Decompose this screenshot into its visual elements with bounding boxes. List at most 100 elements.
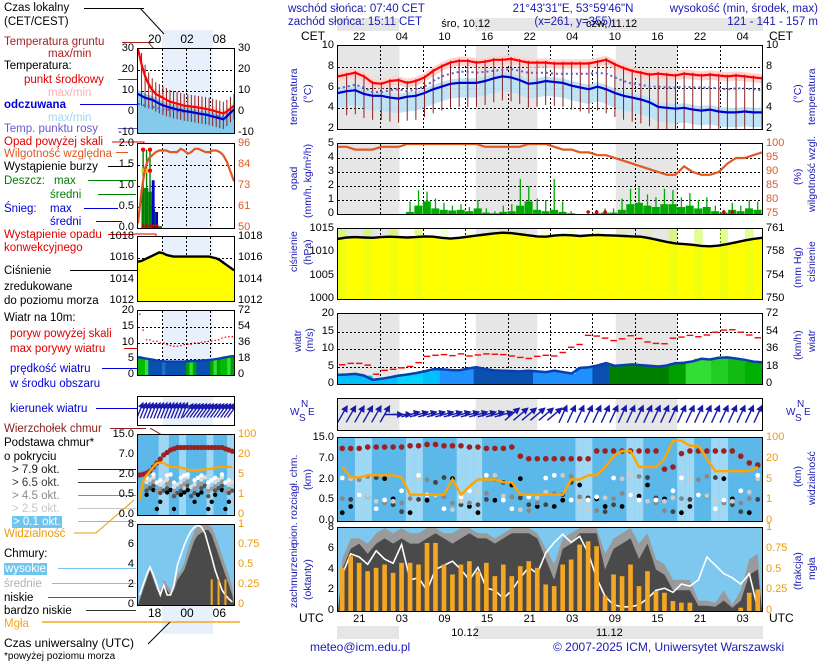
day-label-bottom: 10.12 [451,627,479,639]
axis-name: (km) [792,466,804,487]
legend-wind-speed-1: prędkość wiatru [10,363,91,375]
leader-utc [148,622,171,645]
axis-tick: 8 [327,521,334,533]
legend-humidity: Wilgotność względna [4,148,113,160]
axis-tick: 1 [766,521,773,533]
legend-rain-label: Deszcz: [4,175,45,187]
mini-time-tick-bottom: 18 [147,606,162,620]
axis-tick: 761 [766,222,785,234]
axis-tick: 0.0 [318,514,334,526]
mini-axis-tick-left: 30 [121,42,134,54]
time-tick-bottom: 03 [736,613,749,625]
panel-wiatr-main [337,313,763,385]
legend-snow-label: Śnieg: [4,203,37,215]
axis-tick: 758 [766,245,785,258]
legend-clouds: Chmury: [4,548,48,560]
legend-wind-dir: kierunek wiatru [10,403,88,415]
mini-axis-tick-right: 1 [238,518,245,530]
utc-label-bottom-right: UTC [769,611,794,625]
mini-axis-tick-right: 54 [238,320,251,332]
time-tick-bottom: 21 [353,613,366,625]
utc-label-bottom-left: UTC [299,611,324,625]
axis-tick: 4 [327,151,334,163]
coordinates-block: 21°43'31"E, 53°59'46"N (x=261, y=355) [478,3,668,29]
mini-axis-tick-left: 10 [121,84,134,96]
legend-ground-temp-sub: max/min [48,48,92,60]
mini-axis-tick-left: 1012 [109,294,134,306]
time-tick-bottom: 21 [523,613,536,625]
leader-fog [42,621,240,623]
axis-name: (m/s) [304,328,316,352]
axis-tick: 100 [766,137,785,149]
axis-tick: 10 [766,39,779,51]
legend-wind-speed-2: w środku obszaru [10,378,101,390]
axis-tick: 15 [321,324,334,337]
legend-cl-mid: średnie [4,578,42,590]
axis-tick: 6 [766,80,773,93]
mini-axis-tick-left: 2.0 [118,468,134,480]
contact-email[interactable]: meteo@icm.edu.pl [310,640,411,654]
legend-pressure-3: do poziomu morza [4,295,99,307]
axis-name: (hPa) [302,239,314,265]
mini-axis-tick-left: 1018 [109,230,134,242]
mini-time-tick-top: 20 [147,32,162,46]
axis-tick: 15.0 [312,431,334,443]
legend-wind-10m: Wiatr na 10m: [4,312,76,324]
legend-ground-temp: Temperatura gruntu [4,36,105,48]
time-tick-bottom: 03 [395,613,409,625]
legend-cl-low: niskie [4,592,34,604]
axis-tick: 0 [327,377,334,389]
axis-tick: 1 [327,193,334,205]
legend-cl-vlow: bardzo niskie [4,605,72,617]
axis-tick: 1015 [309,222,334,234]
axis-tick: 0 [327,604,334,616]
day-strip-bottom [337,626,399,639]
legend-cloud-top: Wierzchołek chmur [4,423,102,435]
sun-times: wschód słońca: 07:40 CET zachód słońca: … [288,3,425,29]
legend-visibility: Widzialność [4,528,66,540]
compass-w: W [290,407,300,418]
axis-tick: 0 [766,514,773,526]
gridpoint-text: (x=261, y=355) [534,16,612,28]
axis-tick: 54 [766,324,779,337]
axis-tick: 2 [766,122,773,134]
mini-axis-tick-right: 72 [238,304,251,316]
mini-axis-tick-left: 5 [127,352,134,364]
axis-tick: 75 [766,207,779,219]
time-tick-top: 22 [523,31,536,43]
axis-tick: 72 [766,307,779,319]
axis-tick: 6 [327,80,334,93]
mini-axis-tick-right: 20 [238,448,251,460]
mini-axis-tick-left: 1014 [109,272,134,285]
legend-fog: Mgła [4,618,29,630]
footnote: *powyżej poziomu morza [4,651,116,662]
day-label-top: czw, 11.12 [586,18,638,30]
legend-okt-01: > 0.1 okt. [12,516,62,528]
cet-label-top-right: CET [769,29,793,43]
mini-axis-tick-right: 1016 [238,251,263,264]
axis-tick: 4 [766,101,773,114]
time-tick-bottom: 21 [693,613,707,625]
axis-tick: 3 [327,165,334,177]
legend-conv-precip-2: konwekcyjnego [4,242,83,254]
compass-s: S [299,413,306,424]
axis-name: mgła [806,557,818,580]
time-tick-bottom: 15 [480,613,494,625]
panel-chmury-widzialnosc-mini [137,434,235,516]
mini-axis-tick-right: 0 [238,508,245,520]
axis-name: temperatura [806,68,818,125]
copyright: © 2007-2025 ICM, Uniwersytet Warszawski [553,640,785,654]
legend-local-time-sub: (CET/CEST) [4,16,69,28]
compass-n: N [797,399,805,410]
legend-local-time: Czas lokalny [4,2,70,14]
time-tick-top: 16 [480,31,494,43]
mini-axis-tick-left: 0.5 [118,200,134,212]
leader-local-time [140,8,165,35]
time-tick-bottom: 09 [608,613,622,625]
legend-dewpoint: Temp. punktu rosy [4,123,98,135]
legend-snow-avg: średni [50,216,82,228]
mini-axis-tick-left: 2.0 [118,137,134,149]
axis-name: wiatr [292,329,304,352]
axis-name: opad [288,166,300,190]
panel-zachmurzenie-mgla-mini [137,524,235,606]
